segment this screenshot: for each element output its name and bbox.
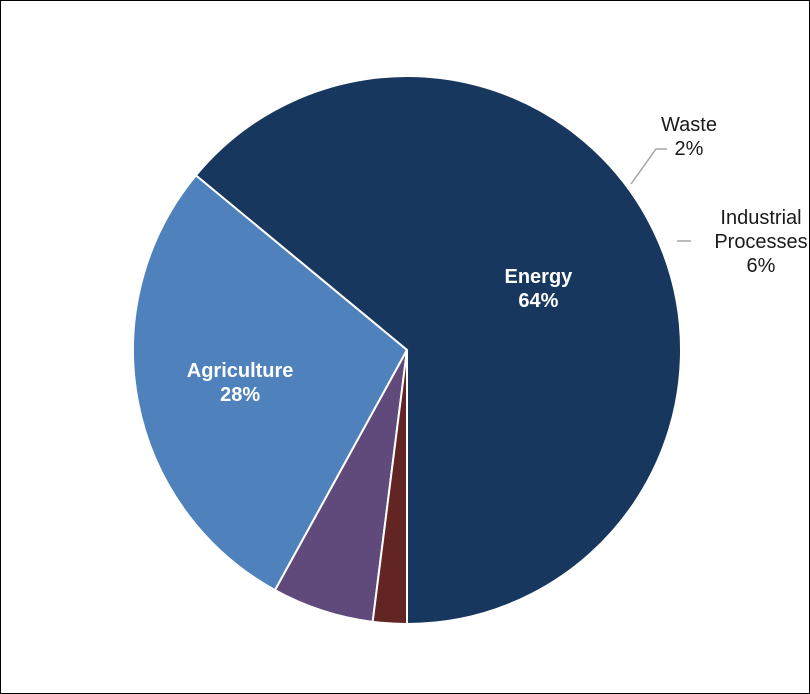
pie-slice-agriculture — [132, 173, 409, 592]
data-label-waste: Waste 2% — [661, 114, 717, 160]
slice-value-waste: 2% — [675, 138, 704, 160]
slice-value-energy: 64% — [518, 290, 558, 312]
pie-slice-waste — [371, 349, 408, 626]
data-label-energy: Energy 64% — [504, 266, 573, 312]
data-label-industrial-processes: Industrial Processes 6% — [714, 207, 807, 277]
data-label-agriculture: Agriculture 28% — [187, 360, 294, 406]
leader-line-waste — [630, 148, 667, 185]
slice-value-industrial-processes: 6% — [747, 255, 776, 277]
slice-value-agriculture: 28% — [220, 384, 260, 406]
pie-slice-energy — [194, 75, 682, 626]
slice-name-industrial-processes: Processes — [714, 231, 807, 253]
slice-name-waste: Waste — [661, 114, 717, 136]
slice-name-industrial-processes: Industrial — [720, 207, 801, 229]
slice-name-agriculture: Agriculture — [187, 360, 294, 382]
slice-name-energy: Energy — [504, 266, 573, 288]
